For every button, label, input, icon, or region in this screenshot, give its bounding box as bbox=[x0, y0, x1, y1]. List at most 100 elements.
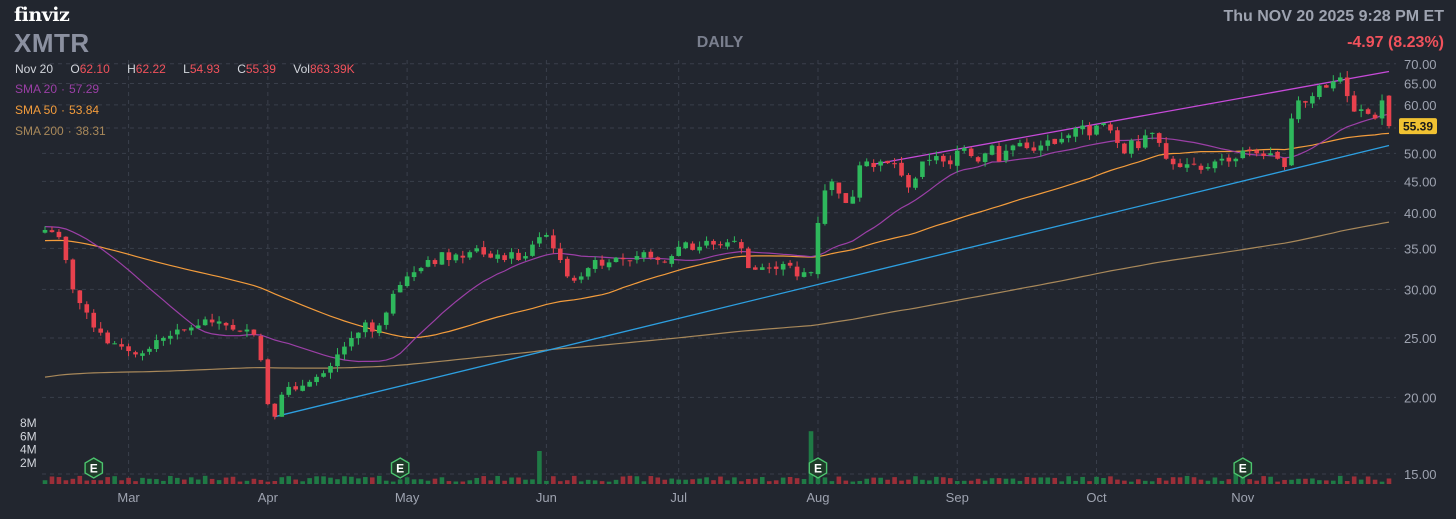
volume-bar bbox=[481, 476, 487, 484]
candle-body bbox=[509, 252, 514, 259]
price-tick-label: 45.00 bbox=[1404, 174, 1437, 189]
candle-body bbox=[1212, 161, 1218, 169]
candle-body bbox=[725, 242, 730, 247]
lower-trendline[interactable] bbox=[274, 144, 1390, 418]
candle-body bbox=[383, 312, 389, 325]
earnings-marker[interactable]: E bbox=[390, 457, 410, 479]
volume-bar bbox=[787, 476, 793, 484]
volume-bar bbox=[662, 479, 668, 484]
candle-body bbox=[1268, 153, 1273, 156]
volume-bar bbox=[335, 479, 340, 484]
volume-bar bbox=[42, 480, 48, 484]
volume-bar bbox=[265, 481, 271, 484]
candle-body bbox=[892, 163, 897, 165]
volume-bar bbox=[934, 476, 939, 484]
candle-body bbox=[718, 244, 723, 246]
candle-body bbox=[272, 403, 278, 417]
date-tick-label: Jul bbox=[670, 490, 687, 505]
volume-bar bbox=[453, 481, 459, 484]
volume-bar bbox=[794, 478, 800, 484]
volume-bar bbox=[105, 477, 110, 484]
candle-body bbox=[1031, 147, 1037, 151]
candle-body bbox=[460, 255, 466, 258]
candle-body bbox=[119, 344, 124, 347]
volume-bar bbox=[1226, 479, 1232, 484]
volume-bar bbox=[1038, 477, 1044, 484]
volume-bar bbox=[1087, 481, 1092, 484]
candle-body bbox=[968, 148, 974, 157]
candle-body bbox=[133, 352, 138, 355]
trendlines[interactable] bbox=[274, 70, 1390, 418]
candle-body bbox=[1094, 125, 1099, 135]
candle-body bbox=[84, 304, 90, 313]
candle-body bbox=[161, 337, 166, 341]
volume-bar bbox=[188, 477, 194, 484]
price-tick-label: 35.00 bbox=[1404, 241, 1437, 256]
volume-value: 863.39K bbox=[309, 62, 355, 76]
volume-bar bbox=[1268, 476, 1273, 484]
earnings-marker-label: E bbox=[396, 462, 404, 476]
earnings-marker[interactable]: E bbox=[1233, 457, 1253, 479]
date-axis: Mar Apr May Jun Jul Aug Sep Oct Nov bbox=[117, 490, 1254, 505]
candle-body bbox=[175, 329, 180, 335]
candle-body bbox=[363, 322, 368, 333]
earnings-marker-shape bbox=[1233, 457, 1253, 479]
candle-body bbox=[690, 243, 695, 250]
chart-grid bbox=[42, 60, 1396, 485]
volume-bar bbox=[564, 480, 570, 484]
volume-bar bbox=[620, 476, 626, 484]
candle-body bbox=[1330, 81, 1336, 89]
last-price-tag-text: 55.39 bbox=[1403, 120, 1433, 134]
candle-body bbox=[592, 260, 598, 269]
upper-trendline[interactable] bbox=[873, 70, 1390, 165]
candle-body bbox=[1087, 125, 1092, 136]
volume-bar bbox=[1233, 469, 1239, 484]
candle-body bbox=[947, 160, 953, 165]
volume-bar bbox=[293, 479, 298, 484]
volume-bar bbox=[606, 481, 612, 484]
volume-bar bbox=[1317, 480, 1322, 484]
sma-200-path bbox=[44, 221, 1390, 378]
earnings-marker-shape bbox=[390, 457, 410, 479]
candle-body bbox=[446, 252, 452, 261]
volume-bar bbox=[175, 477, 180, 484]
volume-bar bbox=[1379, 481, 1385, 484]
volume-bar bbox=[843, 480, 849, 484]
volume-bar bbox=[732, 477, 737, 484]
candle-body bbox=[91, 312, 97, 328]
candle-body bbox=[49, 230, 55, 233]
sma-200-legend[interactable]: SMA 200 · 38.31 bbox=[15, 124, 106, 138]
finviz-logo[interactable]: finviz bbox=[14, 4, 70, 26]
volume-bar bbox=[516, 477, 521, 484]
candle-body bbox=[1337, 77, 1343, 82]
high-label: H bbox=[127, 62, 136, 76]
volume-bar bbox=[1330, 480, 1336, 484]
candle-body bbox=[982, 153, 988, 163]
candle-body bbox=[934, 156, 939, 161]
volume-bar bbox=[996, 478, 1002, 484]
volume-bar bbox=[1045, 477, 1051, 484]
candle-body bbox=[279, 394, 285, 417]
candle-body bbox=[906, 175, 911, 188]
sma-50-legend[interactable]: SMA 50 · 53.84 bbox=[15, 103, 100, 117]
sma-20-legend[interactable]: SMA 20 · 57.29 bbox=[15, 82, 100, 96]
volume-bar bbox=[495, 475, 500, 484]
candle-body bbox=[474, 248, 480, 252]
volume-bar bbox=[223, 477, 229, 484]
date-tick-label: Aug bbox=[806, 490, 829, 505]
candle-body bbox=[1003, 150, 1009, 161]
volume-bar bbox=[655, 477, 661, 484]
volume-bar bbox=[892, 477, 897, 484]
volume-bar bbox=[766, 481, 772, 484]
earnings-marker[interactable]: E bbox=[84, 457, 104, 479]
volume-bar bbox=[216, 480, 222, 484]
volume-bar bbox=[1184, 475, 1190, 484]
candle-body bbox=[766, 267, 772, 269]
earnings-marker[interactable]: E bbox=[808, 457, 828, 479]
candle-body bbox=[1142, 135, 1148, 148]
volume-bar bbox=[975, 478, 981, 484]
candle-body bbox=[864, 161, 870, 167]
